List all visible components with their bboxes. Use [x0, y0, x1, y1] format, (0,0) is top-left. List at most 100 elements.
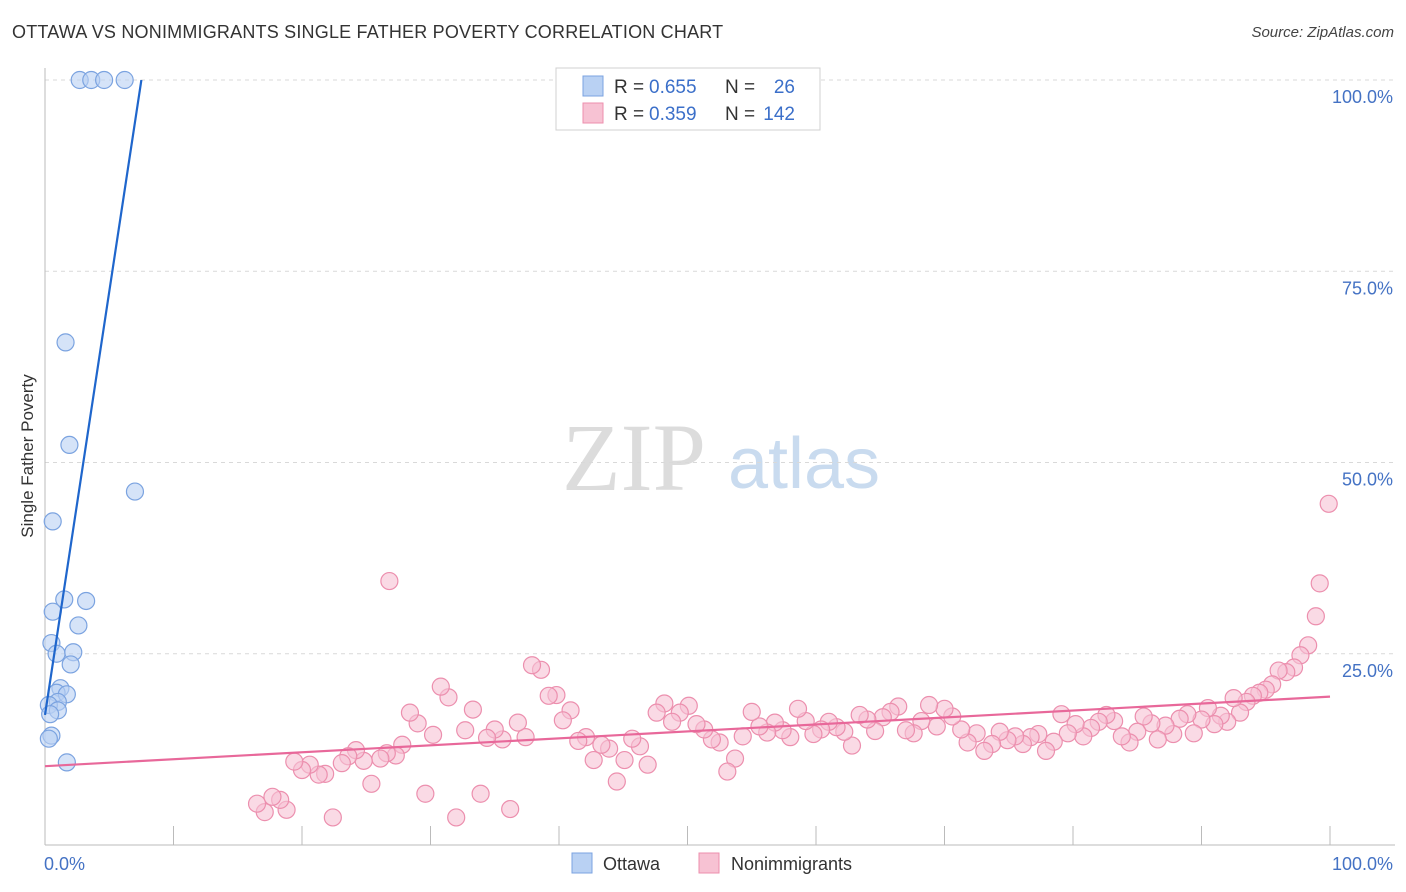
legend-label-nonimmigrants: Nonimmigrants: [731, 854, 852, 874]
nonimmigrants-points: [247, 494, 1338, 827]
stats-n-label-nonimmigrants: N =: [725, 104, 755, 125]
nonimmigrants-point-132: [332, 754, 351, 773]
nonimmigrants-point-103: [553, 711, 572, 730]
nonimmigrants-point-92: [638, 755, 657, 774]
nonimmigrants-point-128: [362, 774, 381, 793]
nonimmigrants-point-55: [927, 717, 946, 736]
nonimmigrants-point-141: [263, 787, 282, 806]
nonimmigrants-point-56: [919, 695, 939, 715]
y-tick-label-2: 75.0%: [1342, 278, 1393, 298]
nonimmigrants-point-2: [1310, 574, 1329, 593]
nonimmigrants-point-94: [623, 729, 642, 748]
y-tick-label-3: 100.0%: [1332, 87, 1393, 107]
nonimmigrants-point-121: [416, 784, 435, 803]
nonimmigrants-point-79: [742, 702, 761, 721]
stats-r-value-nonimmigrants: 0.359: [649, 104, 697, 125]
source-label: Source: ZipAtlas.com: [1251, 24, 1394, 41]
nonimmigrants-point-0: [380, 571, 399, 591]
ottawa-point-25: [57, 753, 76, 772]
ottawa-point-24: [39, 729, 58, 748]
ottawa-point-4: [56, 333, 75, 352]
nonimmigrants-point-59: [896, 721, 916, 740]
nonimmigrants-point-120: [423, 725, 443, 744]
chart-title: OTTAWA VS NONIMMIGRANTS SINGLE FATHER PO…: [12, 22, 724, 42]
ottawa-point-11: [69, 616, 88, 635]
x-tick-label-end: 100.0%: [1332, 854, 1393, 874]
nonimmigrants-point-110: [501, 799, 520, 819]
nonimmigrants-point-138: [285, 752, 304, 771]
nonimmigrants-point-3: [1306, 607, 1325, 626]
ottawa-point-13: [47, 644, 66, 663]
stats-swatch-nonimmigrants: [582, 102, 604, 124]
trend-lines: [43, 79, 1331, 768]
nonimmigrants-point-80: [733, 727, 752, 746]
stats-box: R = 0.655 N = 26 R = 0.359 N = 142: [555, 67, 821, 131]
ottawa-point-5: [60, 435, 79, 455]
legend-label-ottawa: Ottawa: [603, 854, 661, 874]
ottawa-point-15: [61, 655, 80, 674]
nonimmigrants-point-95: [615, 750, 634, 770]
nonimmigrants-point-86: [687, 715, 706, 734]
nonimmigrants-point-119: [431, 677, 450, 696]
gridlines: [45, 79, 1395, 655]
nonimmigrants-point-113: [477, 728, 497, 748]
nonimmigrants-point-39: [1052, 705, 1071, 724]
y-tick-label-1: 50.0%: [1342, 470, 1393, 490]
ottawa-point-3: [115, 70, 134, 90]
nonimmigrants-point-123: [400, 703, 420, 722]
stats-n-value-nonimmigrants: 142: [763, 104, 795, 125]
nonimmigrants-point-107: [522, 656, 542, 675]
stats-r-label-ottawa: R =: [614, 77, 644, 98]
nonimmigrants-point-15: [1224, 689, 1243, 708]
nonimmigrants-point-105: [539, 686, 558, 705]
x-tick-label-start: 0.0%: [44, 854, 85, 874]
nonimmigrants-point-117: [447, 808, 466, 827]
stats-r-value-ottawa: 0.655: [649, 77, 697, 98]
nonimmigrants-point-73: [788, 699, 808, 718]
nonimmigrants-point-65: [850, 705, 869, 725]
watermark: ZIP atlas: [562, 404, 880, 511]
nonimmigrants-point-21: [1184, 724, 1203, 743]
nonimmigrants-point-99: [584, 750, 603, 770]
nonimmigrants-point-127: [371, 749, 390, 768]
watermark-zip: ZIP: [562, 404, 706, 511]
stats-r-label-nonimmigrants: R =: [614, 104, 644, 125]
nonimmigrants-point-101: [569, 731, 588, 751]
ottawa-point-2: [95, 70, 114, 90]
nonimmigrants-point-143: [247, 794, 267, 813]
nonimmigrants-point-116: [456, 721, 475, 740]
nonimmigrants-point-114: [471, 784, 490, 803]
legend-swatch-nonimmigrants: [698, 852, 720, 874]
nonimmigrants-point-28: [1134, 707, 1153, 726]
ottawa-point-9: [77, 591, 96, 611]
legend-swatch-ottawa: [571, 852, 593, 874]
nonimmigrants-point-109: [508, 713, 527, 732]
stats-n-label-ottawa: N =: [725, 77, 755, 98]
watermark-atlas: atlas: [728, 424, 880, 504]
stats-swatch-ottawa: [582, 75, 604, 97]
nonimmigrants-point-91: [647, 703, 666, 722]
nonimmigrants-point-115: [463, 700, 483, 719]
legend: Ottawa Nonimmigrants: [571, 852, 852, 874]
nonimmigrants-point-89: [662, 712, 682, 731]
nonimmigrants-point-1: [1319, 494, 1338, 513]
nonimmigrants-point-31: [1112, 727, 1131, 746]
nonimmigrants-point-26: [1148, 730, 1167, 749]
nonimmigrants-point-41: [1036, 741, 1056, 761]
nonimmigrants-point-54: [935, 699, 954, 718]
ottawa-point-7: [43, 512, 62, 531]
ottawa-trend-line: [43, 79, 143, 716]
tick-labels: 25.0% 50.0% 75.0% 100.0% 0.0% 100.0%: [44, 87, 1393, 874]
y-tick-label-0: 25.0%: [1342, 661, 1393, 681]
nonimmigrants-point-38: [1058, 724, 1077, 743]
nonimmigrants-trend-line: [44, 695, 1331, 768]
stats-n-value-ottawa: 26: [774, 77, 795, 98]
nonimmigrants-point-98: [592, 735, 611, 754]
nonimmigrants-point-49: [975, 741, 994, 761]
nonimmigrants-point-82: [718, 762, 737, 781]
ottawa-points: [39, 70, 145, 772]
nonimmigrants-point-66: [842, 736, 862, 755]
ottawa-point-6: [125, 482, 145, 501]
nonimmigrants-point-133: [323, 808, 342, 827]
